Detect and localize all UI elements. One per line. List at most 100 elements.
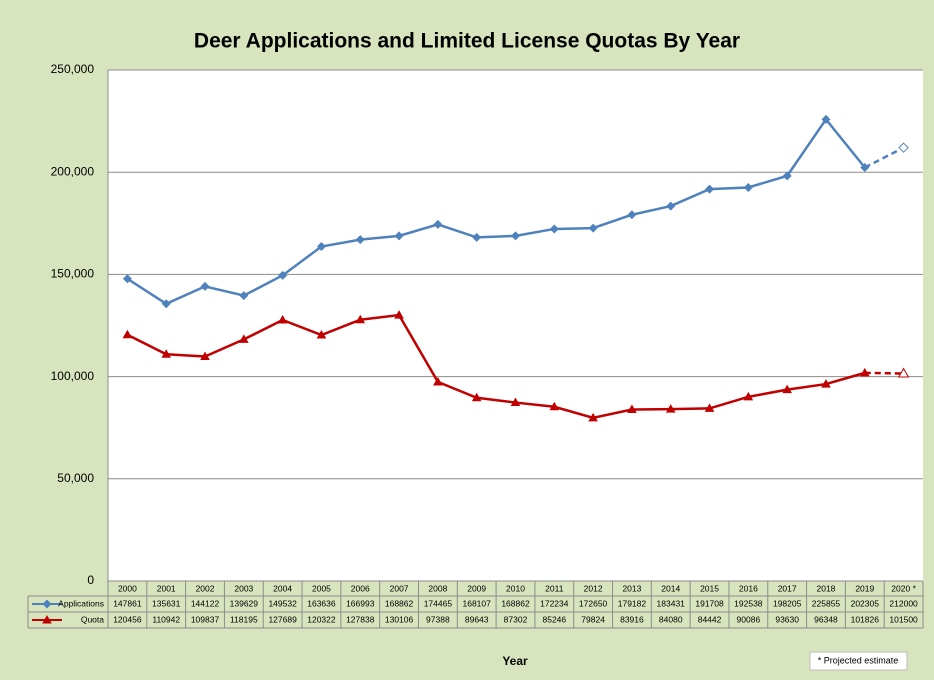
table-value: 135631: [152, 598, 181, 608]
marker: [860, 162, 870, 172]
x-axis-label: Year: [502, 654, 528, 668]
y-tick-label: 0: [87, 573, 94, 587]
marker: [859, 367, 870, 377]
x-tick-label: 2000: [118, 583, 137, 593]
y-tick-label: 200,000: [51, 164, 95, 178]
table-value: 174465: [424, 598, 453, 608]
table-value: 191708: [695, 598, 724, 608]
marker: [549, 224, 559, 234]
table-value: 101826: [851, 614, 880, 624]
marker: [511, 231, 520, 241]
plot-area: [108, 70, 923, 581]
marker: [278, 270, 288, 280]
table-value: 179182: [618, 598, 647, 608]
x-tick-label: 2017: [778, 583, 797, 593]
table-value: 144122: [191, 598, 220, 608]
marker: [782, 384, 792, 394]
marker: [42, 599, 52, 609]
table-value: 85246: [542, 614, 566, 624]
table-value: 168862: [385, 598, 414, 608]
table-value: 89643: [465, 614, 489, 624]
x-tick-label: 2009: [467, 583, 486, 593]
marker: [627, 404, 637, 413]
table-value: 120322: [307, 614, 336, 624]
x-tick-label: 2004: [273, 583, 292, 593]
y-tick-label: 250,000: [51, 62, 95, 76]
marker: [239, 334, 249, 343]
marker: [704, 403, 715, 412]
x-tick-label: 2014: [661, 583, 680, 593]
table-value: 118195: [230, 614, 258, 624]
x-tick-label: 2020 *: [891, 583, 916, 593]
table-value: 225855: [812, 598, 841, 608]
marker: [472, 232, 482, 242]
y-tick-label: 50,000: [57, 471, 94, 485]
marker: [433, 376, 443, 386]
x-tick-label: 2006: [351, 583, 370, 593]
table-value: 96348: [814, 614, 838, 624]
table-value: 130106: [385, 614, 414, 624]
table-value: 166993: [346, 598, 375, 608]
marker: [666, 201, 676, 211]
marker: [743, 182, 753, 192]
marker: [549, 401, 560, 411]
table-value: 183431: [657, 598, 686, 608]
table-value: 127838: [346, 614, 375, 624]
marker: [705, 184, 715, 194]
marker: [394, 231, 404, 241]
x-tick-label: 2007: [390, 583, 409, 593]
series-line: [126, 117, 866, 306]
table-value: 110942: [152, 614, 180, 624]
table-value: 149532: [268, 598, 297, 608]
note: * Projected estimate: [818, 655, 899, 665]
table-value: 79824: [581, 614, 605, 624]
marker: [316, 242, 326, 252]
x-tick-label: 2016: [739, 583, 758, 593]
y-tick-label: 100,000: [51, 369, 95, 383]
marker: [355, 314, 366, 324]
marker: [161, 349, 172, 358]
legend-label: Applications: [58, 598, 104, 608]
table-value: 168107: [463, 598, 492, 608]
series-line: [126, 313, 866, 420]
x-tick-label: 2012: [584, 583, 603, 593]
marker: [471, 392, 482, 402]
note-box: [809, 651, 908, 671]
table-value: 202305: [851, 598, 880, 608]
x-tick-label: 2008: [428, 583, 447, 593]
marker: [161, 299, 171, 309]
table-value: 172650: [579, 598, 608, 608]
table-value: 93630: [775, 614, 799, 624]
x-tick-label: 2015: [700, 583, 719, 593]
x-tick-label: 2019: [855, 583, 874, 593]
marker: [42, 615, 52, 624]
x-tick-label: 2001: [157, 583, 176, 593]
marker: [821, 114, 831, 124]
table-value: 127689: [268, 614, 297, 624]
x-tick-label: 2005: [312, 583, 331, 593]
legend-label: Quota: [81, 614, 104, 624]
table-value: 139629: [230, 598, 259, 608]
marker: [277, 315, 288, 324]
table-value: 120456: [113, 614, 142, 624]
table-value: 168862: [501, 598, 530, 608]
marker: [239, 291, 249, 301]
marker: [122, 274, 132, 284]
marker: [897, 367, 910, 378]
marker: [200, 351, 210, 360]
table-value: 147861: [113, 598, 142, 608]
marker: [782, 171, 792, 181]
x-tick-label: 2010: [506, 583, 525, 593]
table-value: 192538: [734, 598, 763, 608]
x-tick-label: 2003: [234, 583, 253, 593]
projected-line: [864, 146, 905, 169]
y-tick-label: 150,000: [51, 267, 95, 281]
table-value: 84442: [698, 614, 722, 624]
marker: [200, 281, 210, 291]
table-value: 198205: [773, 598, 802, 608]
marker: [898, 142, 909, 153]
table-value: 109837: [191, 614, 220, 624]
marker: [665, 404, 676, 413]
table-value: 212000: [889, 598, 918, 608]
